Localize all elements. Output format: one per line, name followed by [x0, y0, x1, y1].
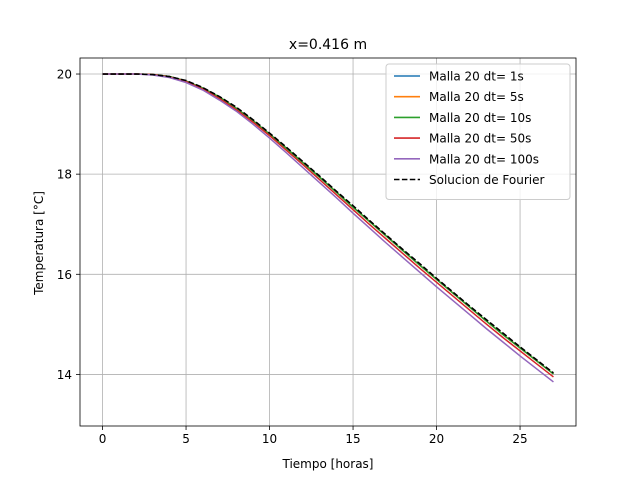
series-line-5 [102, 73, 554, 374]
x-axis-label: Tiempo [horas] [282, 457, 374, 471]
x-tick-label: 25 [512, 432, 527, 446]
y-axis-label: Temperatura [°C] [32, 191, 46, 296]
legend-label-5: Solucion de Fourier [429, 173, 544, 187]
chart-title: x=0.416 m [289, 37, 367, 53]
series-lines [102, 73, 554, 383]
legend-label-1: Malla 20 dt= 5s [429, 90, 524, 104]
x-tick-label: 20 [429, 432, 444, 446]
legend-label-4: Malla 20 dt= 100s [429, 152, 539, 166]
x-tick-label: 15 [345, 432, 360, 446]
y-tick-label: 14 [57, 368, 72, 382]
y-tick-label: 20 [57, 68, 72, 82]
tick-marks: 0 5 10 15 20 25 14 16 18 20 [57, 68, 528, 446]
legend-label-3: Malla 20 dt= 50s [429, 132, 531, 146]
legend-label-0: Malla 20 dt= 1s [429, 70, 524, 84]
x-tick-label: 0 [99, 432, 107, 446]
legend-box [385, 63, 571, 200]
x-tick-label: 5 [182, 432, 190, 446]
y-tick-label: 18 [57, 168, 72, 182]
legend-label-2: Malla 20 dt= 10s [429, 111, 531, 125]
legend: Malla 20 dt= 1s Malla 20 dt= 5s Malla 20 d… [385, 63, 571, 200]
series-line-4 [102, 73, 554, 383]
axes-frame [79, 57, 577, 427]
x-tick-label: 10 [262, 432, 277, 446]
y-tick-label: 16 [57, 268, 72, 282]
